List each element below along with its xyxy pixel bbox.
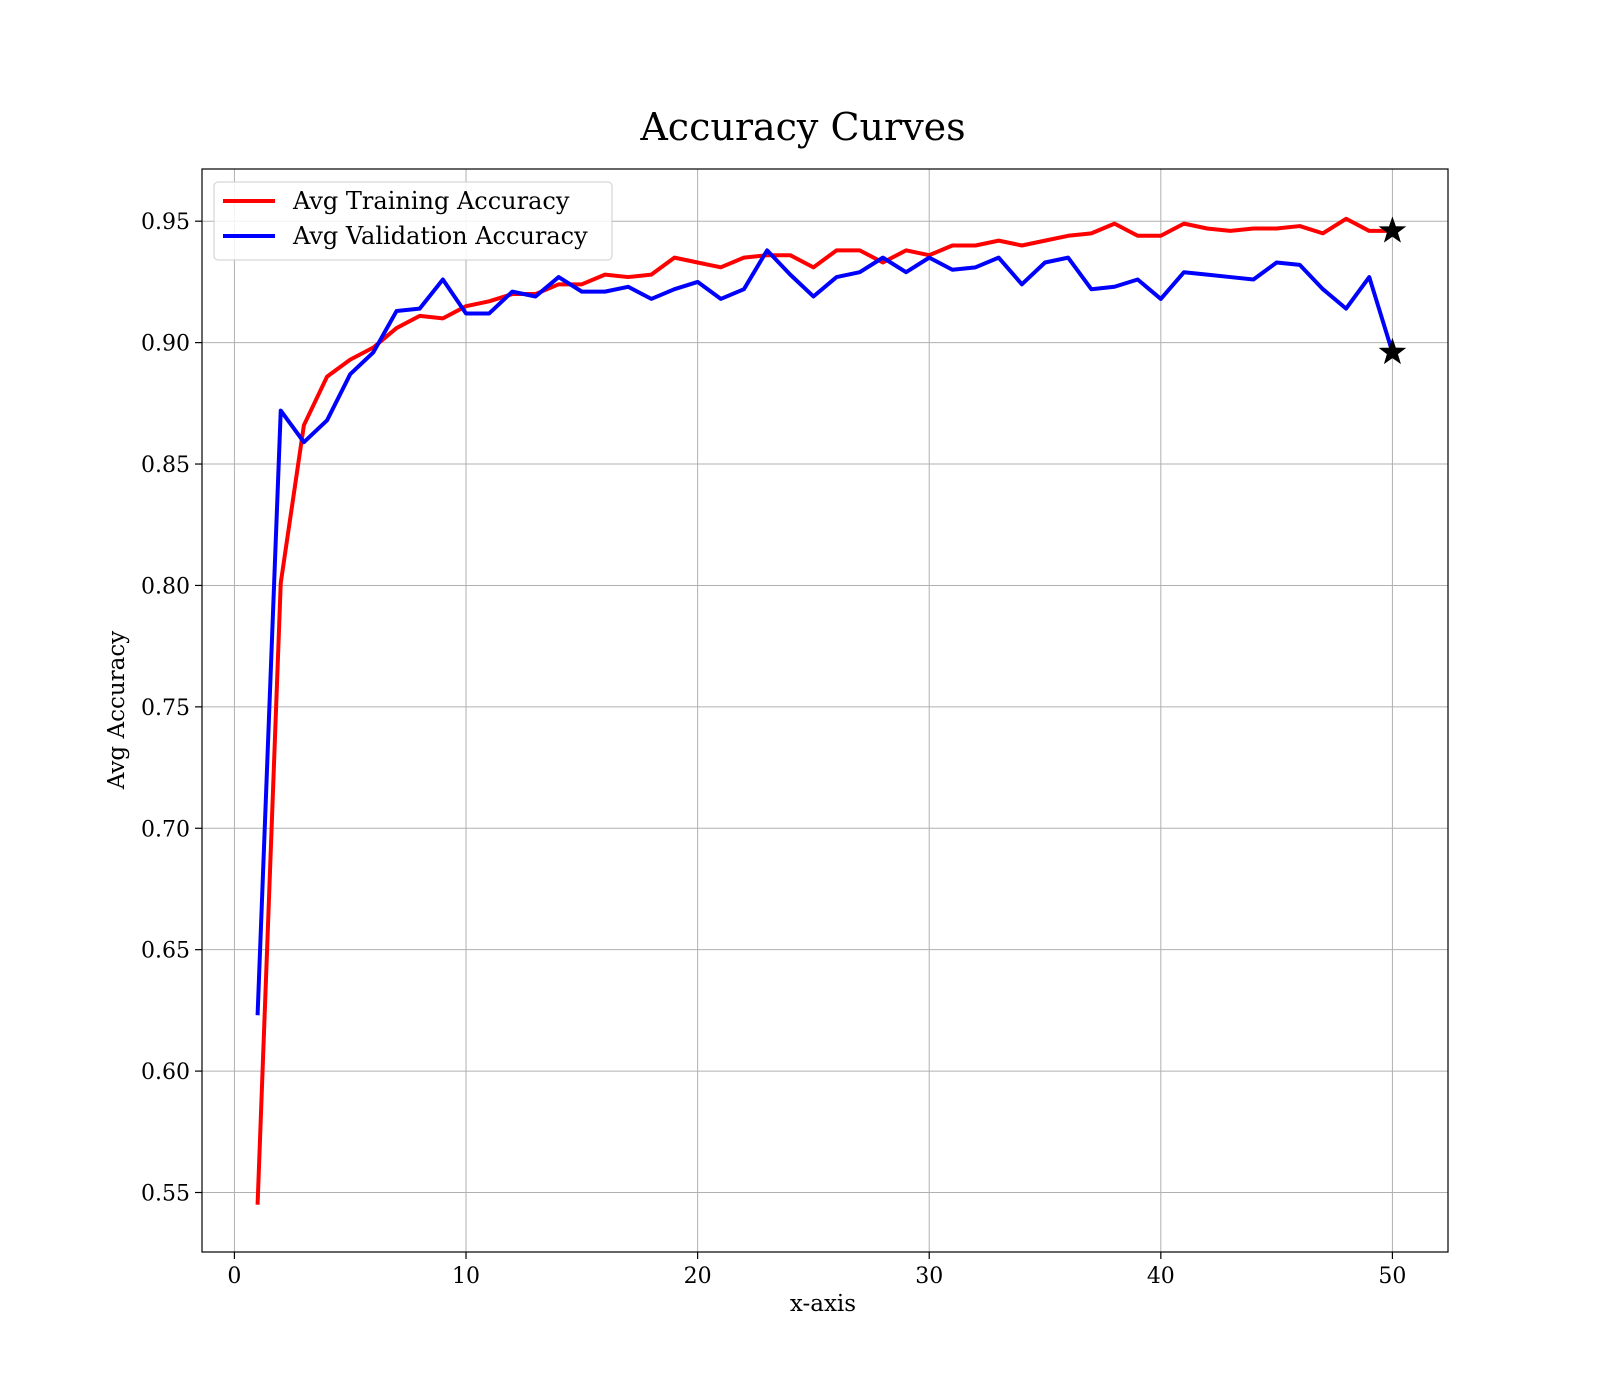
x-tick-label: 20 (684, 1264, 712, 1289)
x-tick-label: 40 (1147, 1264, 1175, 1289)
y-axis-label: Avg Accuracy (104, 631, 130, 790)
y-tick-label: 0.75 (141, 696, 190, 721)
legend: Avg Training Accuracy Avg Validation Accu… (213, 181, 613, 261)
y-tick-label: 0.85 (141, 453, 190, 478)
y-tick-label: 0.55 (141, 1182, 190, 1207)
x-tick-label: 30 (915, 1264, 943, 1289)
y-tick-label: 0.90 (141, 332, 190, 357)
x-tick-label: 0 (227, 1264, 241, 1289)
axis-ticks: 0 10 20 30 40 50 0.55 0.60 0.65 0.70 0.75 0.80 0.85 0… (141, 210, 1406, 1289)
y-tick-label: 0.65 (141, 939, 190, 964)
y-tick-label: 0.70 (141, 817, 190, 842)
end-markers (1378, 216, 1407, 365)
x-tick-label: 10 (452, 1264, 480, 1289)
star-marker (1378, 337, 1407, 365)
legend-label: Avg Training Accuracy (292, 187, 570, 215)
y-tick-label: 0.80 (141, 574, 190, 599)
series-lines (255, 216, 1395, 1205)
plot-frame (201, 168, 1449, 1253)
star-marker (1378, 216, 1407, 243)
series-line-validation (255, 248, 1395, 1016)
x-tick-label: 50 (1378, 1264, 1406, 1289)
y-tick-label: 0.60 (141, 1060, 190, 1085)
y-tick-label: 0.95 (141, 210, 190, 235)
grid-lines (202, 169, 1448, 1252)
legend-box (213, 181, 613, 261)
series-line-training (255, 216, 1393, 1205)
x-axis-label: x-axis (790, 1291, 856, 1317)
chart-title: Accuracy Curves (639, 105, 965, 149)
legend-label: Avg Validation Accuracy (292, 222, 588, 250)
